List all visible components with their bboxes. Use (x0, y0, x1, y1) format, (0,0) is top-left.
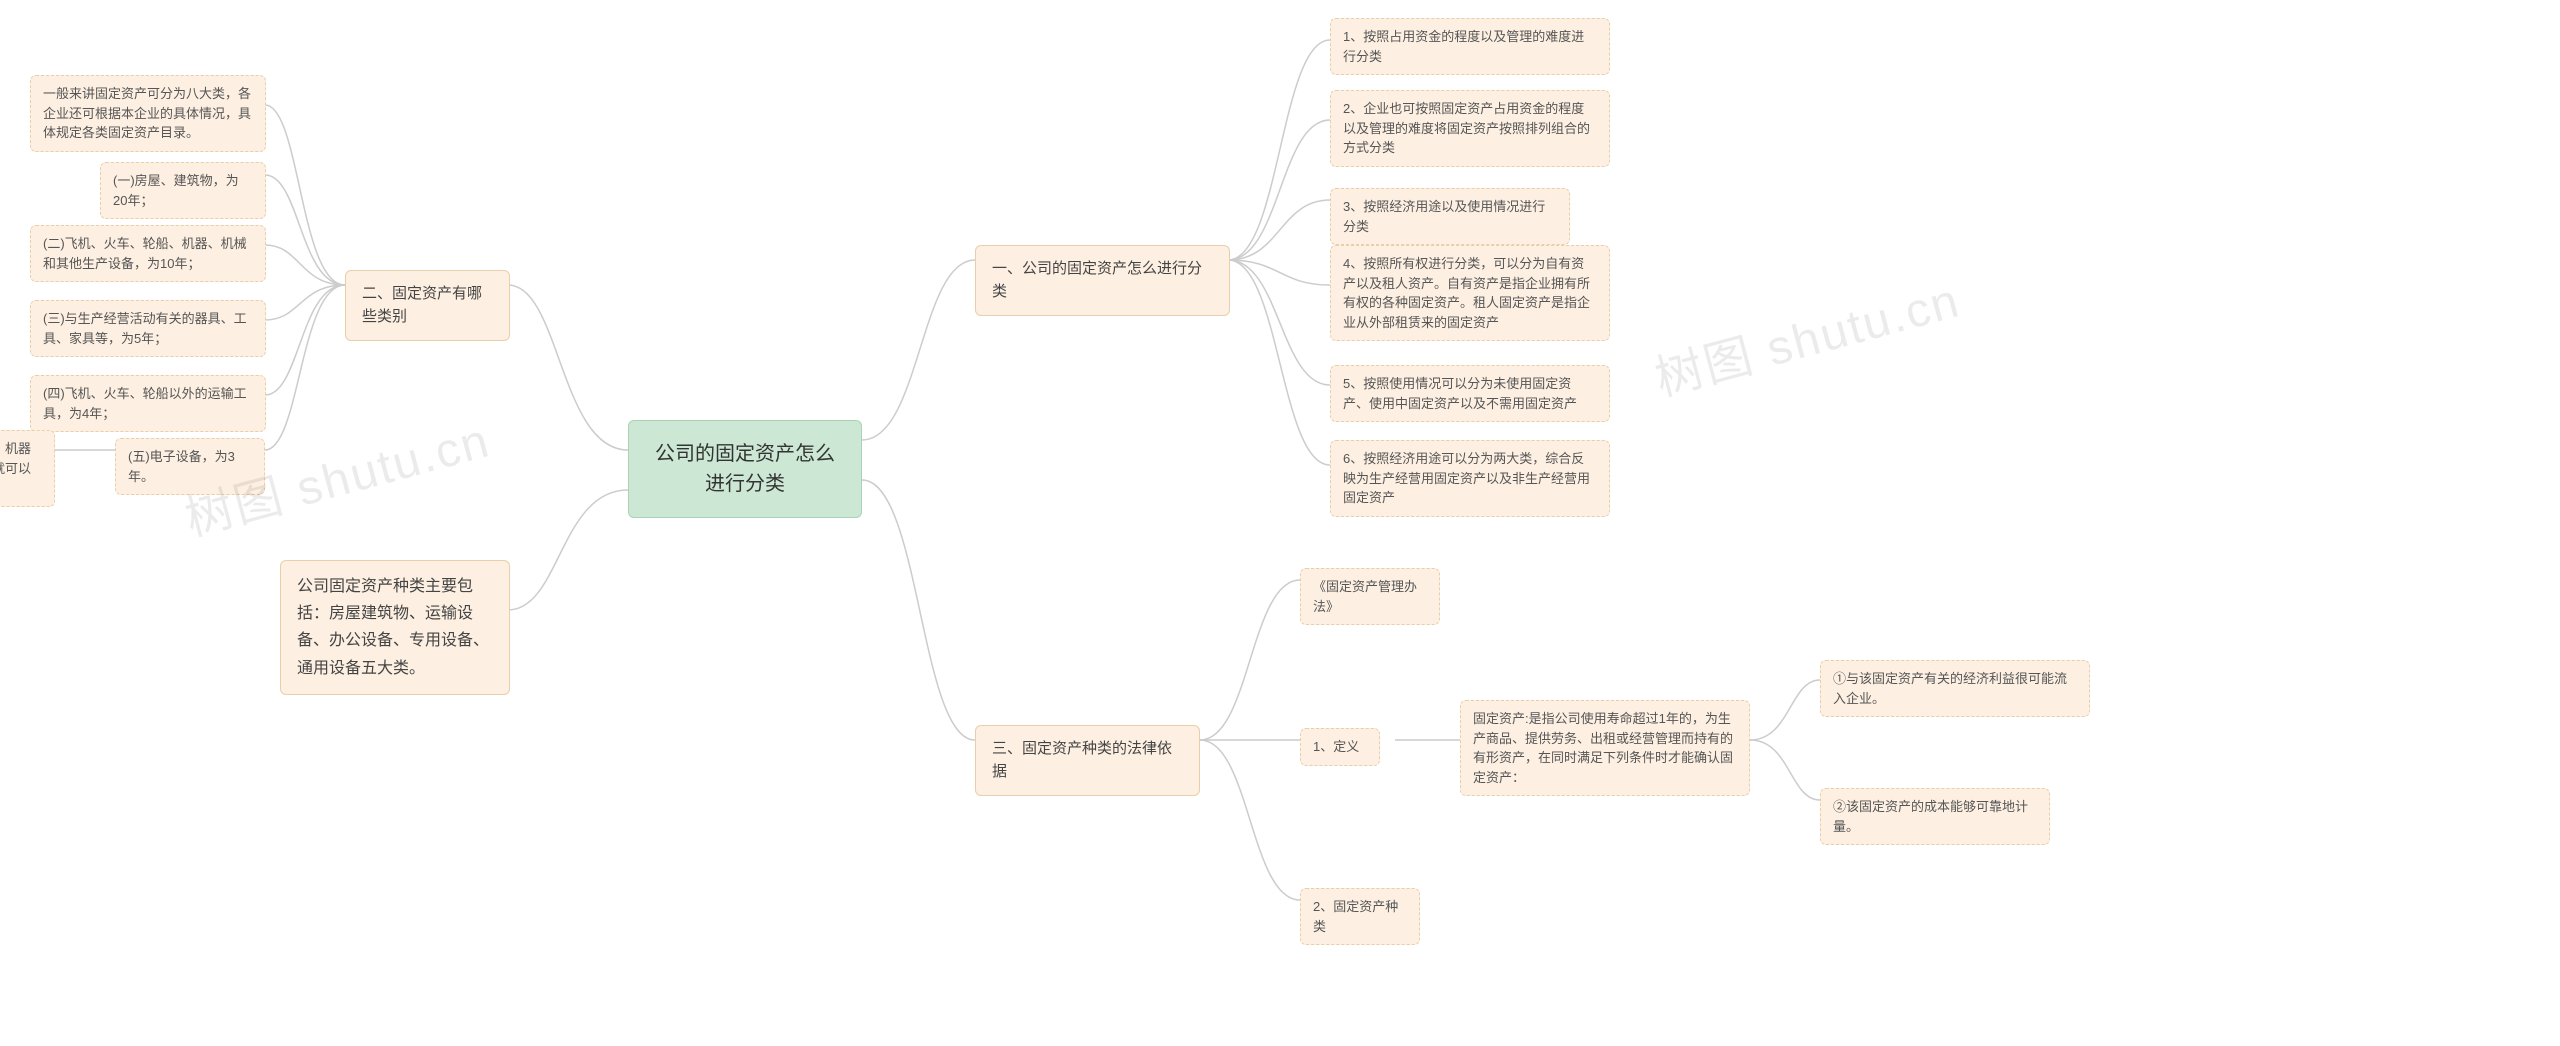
branch-1[interactable]: 一、公司的固定资产怎么进行分类 (975, 245, 1230, 316)
leaf-b2-0-text: 一般来讲固定资产可分为八大类，各企业还可根据本企业的具体情况，具体规定各类固定资… (43, 86, 251, 140)
leaf-b1-1-text: 1、按照占用资金的程度以及管理的难度进行分类 (1343, 29, 1584, 64)
leaf-b2-1[interactable]: (一)房屋、建筑物，为20年； (100, 162, 266, 219)
watermark-2: 树图 shutu.cn (1646, 261, 1966, 410)
leaf-b2-5[interactable]: (五)电子设备，为3年。 (115, 438, 265, 495)
leaf-b2-2-text: (二)飞机、火车、轮船、机器、机械和其他生产设备，为10年； (43, 236, 247, 271)
leaf-b1-6[interactable]: 6、按照经济用途可以分为两大类，综合反映为生产经营用固定资产以及非生产经营用固定… (1330, 440, 1610, 517)
leaf-b2-2[interactable]: (二)飞机、火车、轮船、机器、机械和其他生产设备，为10年； (30, 225, 266, 282)
leaf-b1-2-text: 2、企业也可按照固定资产占用资金的程度以及管理的难度将固定资产按照排列组合的方式… (1343, 101, 1590, 155)
summary-text: 公司固定资产种类主要包括：房屋建筑物、运输设备、办公设备、专用设备、通用设备五大… (297, 578, 489, 677)
leaf-b2-3[interactable]: (三)与生产经营活动有关的器具、工具、家具等，为5年； (30, 300, 266, 357)
leaf-b1-6-text: 6、按照经济用途可以分为两大类，综合反映为生产经营用固定资产以及非生产经营用固定… (1343, 451, 1590, 505)
leaf-b2-3-text: (三)与生产经营活动有关的器具、工具、家具等，为5年； (43, 311, 247, 346)
leaf-b2-1-text: (一)房屋、建筑物，为20年； (113, 173, 239, 208)
branch-summary[interactable]: 公司固定资产种类主要包括：房屋建筑物、运输设备、办公设备、专用设备、通用设备五大… (280, 560, 510, 695)
leaf-b3-2-detail-text: 固定资产:是指公司使用寿命超过1年的，为生产商品、提供劳务、出租或经营管理而持有… (1473, 711, 1733, 785)
watermark-2-text: 树图 shutu.cn (1650, 274, 1966, 406)
leaf-b2-5-text: (五)电子设备，为3年。 (128, 449, 235, 484)
root-node[interactable]: 公司的固定资产怎么进行分类 (628, 420, 862, 518)
leaf-b3-1[interactable]: 《固定资产管理办法》 (1300, 568, 1440, 625)
leaf-b3-3[interactable]: 2、固定资产种类 (1300, 888, 1420, 945)
leaf-b2-0[interactable]: 一般来讲固定资产可分为八大类，各企业还可根据本企业的具体情况，具体规定各类固定资… (30, 75, 266, 152)
leaf-b3-3-text: 2、固定资产种类 (1313, 899, 1398, 934)
leaf-b1-4[interactable]: 4、按照所有权进行分类，可以分为自有资产以及租人资产。自有资产是指企业拥有所有权… (1330, 245, 1610, 341)
leaf-b3-2[interactable]: 1、定义 (1300, 728, 1380, 766)
leaf-b1-5-text: 5、按照使用情况可以分为未使用固定资产、使用中固定资产以及不需用固定资产 (1343, 376, 1577, 411)
branch-2-text: 二、固定资产有哪些类别 (362, 285, 482, 325)
leaf-b3-2-c1-text: ①与该固定资产有关的经济利益很可能流入企业。 (1833, 671, 2067, 706)
leaf-b3-2-detail[interactable]: 固定资产:是指公司使用寿命超过1年的，为生产商品、提供劳务、出租或经营管理而持有… (1460, 700, 1750, 796)
leaf-b3-2-c1[interactable]: ①与该固定资产有关的经济利益很可能流入企业。 (1820, 660, 2090, 717)
leaf-b2-4-text: (四)飞机、火车、轮船以外的运输工具，为4年； (43, 386, 247, 421)
leaf-b2-5-sub[interactable]: 根据上面的分类：房屋建筑物、机器设备、运输设备、电子设备等就可以了。 (0, 430, 55, 507)
leaf-b3-1-text: 《固定资产管理办法》 (1313, 579, 1417, 614)
leaf-b1-5[interactable]: 5、按照使用情况可以分为未使用固定资产、使用中固定资产以及不需用固定资产 (1330, 365, 1610, 422)
leaf-b1-1[interactable]: 1、按照占用资金的程度以及管理的难度进行分类 (1330, 18, 1610, 75)
leaf-b1-3[interactable]: 3、按照经济用途以及使用情况进行分类 (1330, 188, 1570, 245)
leaf-b2-5-sub-text: 根据上面的分类：房屋建筑物、机器设备、运输设备、电子设备等就可以了。 (0, 441, 31, 495)
leaf-b3-2-c2-text: ②该固定资产的成本能够可靠地计量。 (1833, 799, 2028, 834)
leaf-b2-4[interactable]: (四)飞机、火车、轮船以外的运输工具，为4年； (30, 375, 266, 432)
leaf-b1-3-text: 3、按照经济用途以及使用情况进行分类 (1343, 199, 1545, 234)
branch-3[interactable]: 三、固定资产种类的法律依据 (975, 725, 1200, 796)
leaf-b3-2-text: 1、定义 (1313, 739, 1359, 754)
leaf-b1-4-text: 4、按照所有权进行分类，可以分为自有资产以及租人资产。自有资产是指企业拥有所有权… (1343, 256, 1590, 330)
leaf-b3-2-c2[interactable]: ②该固定资产的成本能够可靠地计量。 (1820, 788, 2050, 845)
branch-3-text: 三、固定资产种类的法律依据 (992, 740, 1172, 780)
branch-2[interactable]: 二、固定资产有哪些类别 (345, 270, 510, 341)
leaf-b1-2[interactable]: 2、企业也可按照固定资产占用资金的程度以及管理的难度将固定资产按照排列组合的方式… (1330, 90, 1610, 167)
branch-1-text: 一、公司的固定资产怎么进行分类 (992, 260, 1202, 300)
connectors-svg (0, 0, 2560, 1046)
root-text: 公司的固定资产怎么进行分类 (655, 443, 835, 495)
